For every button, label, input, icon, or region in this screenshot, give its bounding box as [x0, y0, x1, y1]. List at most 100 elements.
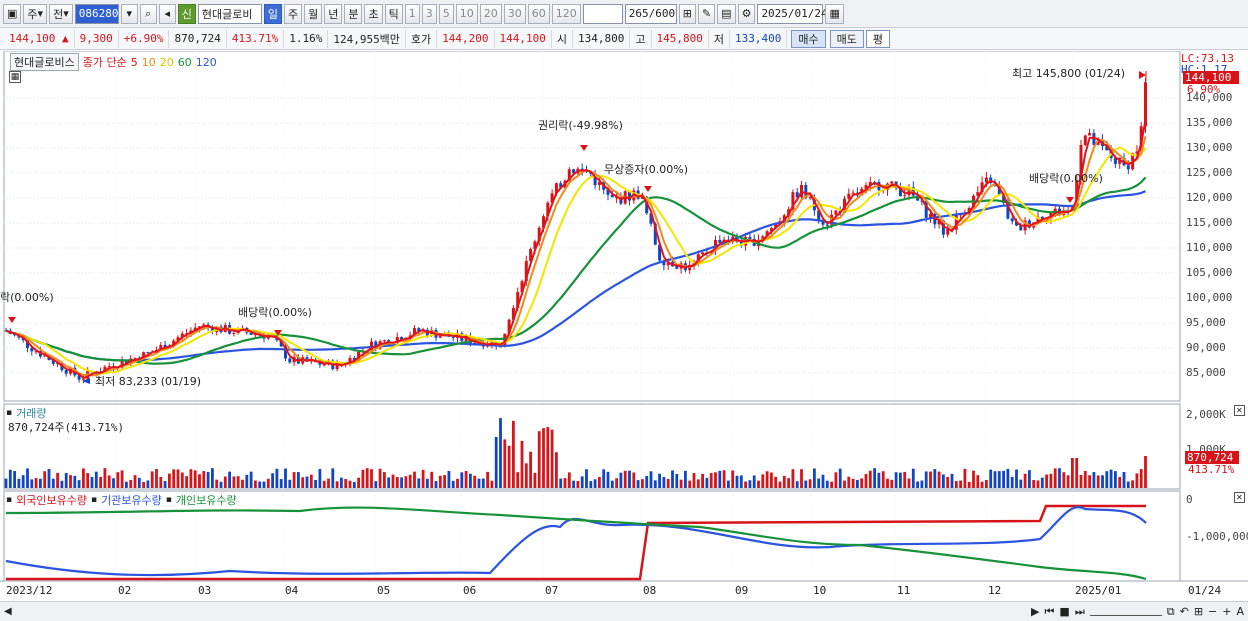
tab-tick[interactable]: 틱: [384, 3, 403, 24]
speaker-icon[interactable]: ◂: [158, 3, 176, 24]
zoom-in-icon[interactable]: +: [1222, 605, 1232, 618]
volume-bar: [714, 472, 717, 488]
volume-bar: [331, 468, 335, 488]
volume-bar: [357, 477, 360, 488]
stock-title[interactable]: 현대글로비스: [10, 53, 79, 71]
holding-close-icon[interactable]: ✕: [1234, 492, 1245, 503]
volume-value: 870,724: [169, 29, 227, 48]
bottom-bar: ◀ ▶ ⏮ ■ ⏭ ⧉ ↶ ⊞ − + A: [0, 601, 1248, 621]
stock-name-field[interactable]: 현대글로비: [197, 3, 262, 24]
current-price-tag: 144,100: [1183, 71, 1239, 84]
tab-minute[interactable]: 분: [344, 3, 363, 24]
candle-body: [567, 169, 571, 181]
compare-icon[interactable]: ⊞: [1193, 605, 1204, 618]
period-prefix-select[interactable]: 전 ▾: [49, 3, 73, 24]
volume-bar: [486, 471, 489, 488]
time-axis-label: 02: [118, 584, 132, 597]
tab-week[interactable]: 주: [283, 3, 303, 24]
candle-body: [1083, 135, 1087, 146]
volume-bar: [520, 440, 524, 488]
code-dropdown-icon[interactable]: ▾: [120, 3, 138, 24]
stock-code-input[interactable]: 086280: [74, 3, 119, 24]
volume-bar: [69, 475, 72, 488]
ma60-label: 60: [177, 55, 192, 69]
interval-10[interactable]: 10: [455, 3, 478, 24]
tab-month[interactable]: 월: [304, 3, 323, 24]
volume-bar: [352, 481, 356, 488]
time-axis-label: 11: [897, 584, 911, 597]
market-select[interactable]: 주 ▾: [23, 3, 48, 24]
calendar-icon[interactable]: ▦: [825, 3, 844, 24]
volume-bar: [933, 469, 937, 488]
volume-close-icon[interactable]: ✕: [1234, 405, 1245, 416]
volume-bar: [129, 479, 133, 488]
eval-button[interactable]: 평: [865, 29, 890, 48]
volume-bar: [21, 475, 25, 488]
zoom-slider[interactable]: [1089, 608, 1162, 616]
scroll-right-icon[interactable]: ▶: [1031, 605, 1040, 618]
interval-1[interactable]: 1: [404, 3, 420, 24]
layout-icon[interactable]: ▣: [3, 3, 22, 24]
forward-icon[interactable]: ⏭: [1074, 604, 1085, 618]
interval-20[interactable]: 20: [479, 3, 502, 24]
stop-icon[interactable]: ■: [1059, 605, 1070, 618]
tab-year[interactable]: 년: [324, 3, 343, 24]
volume-bar: [155, 468, 158, 488]
interval-3[interactable]: 3: [421, 3, 437, 24]
copy-icon[interactable]: ⧉: [1166, 604, 1175, 618]
candle-body: [77, 375, 81, 380]
dividend-marker-2: [1066, 197, 1074, 203]
rewind-icon[interactable]: ⏮: [1044, 604, 1055, 618]
tab-day[interactable]: 일: [263, 3, 282, 24]
interval-5[interactable]: 5: [438, 3, 454, 24]
date-field[interactable]: 2025/01/24: [757, 3, 828, 24]
volume-panel-icon: ▪: [6, 408, 13, 418]
volume-bar: [163, 481, 167, 488]
save-icon[interactable]: ▤: [717, 3, 736, 24]
volume-bar: [954, 481, 958, 488]
open-price: 134,800: [573, 29, 631, 48]
count-field[interactable]: 265/600: [624, 3, 677, 24]
new-badge[interactable]: 신: [177, 3, 196, 24]
candle-body: [81, 378, 85, 380]
candle-body: [898, 188, 902, 197]
interval-60[interactable]: 60: [527, 3, 550, 24]
volume-bar: [1058, 468, 1061, 488]
search-icon[interactable]: ⌕: [139, 3, 157, 24]
volume-bar: [1032, 479, 1036, 488]
undo-icon[interactable]: ↶: [1179, 605, 1189, 618]
zoom-out-icon[interactable]: −: [1208, 605, 1218, 618]
candle-body: [1006, 202, 1010, 219]
volume-bar: [120, 470, 124, 488]
max-marker: [1139, 71, 1146, 79]
sell-button[interactable]: 매도: [829, 29, 864, 48]
interval-custom-input[interactable]: [582, 3, 623, 24]
interval-120[interactable]: 120: [551, 3, 581, 24]
candle-body: [550, 193, 554, 203]
chart-canvas[interactable]: [0, 51, 1248, 601]
volume-bar: [864, 473, 868, 488]
gear-icon[interactable]: ⚙: [737, 3, 756, 24]
chart-area[interactable]: 현대글로비스 종가 단순 5 10 20 60 120 ▦ LC:73.13 H…: [0, 51, 1248, 601]
table-icon[interactable]: ▦: [9, 71, 21, 83]
font-icon[interactable]: A: [1236, 605, 1244, 618]
volume-bar: [335, 481, 339, 488]
turnover-rate: 1.16%: [284, 29, 329, 48]
volume-bar: [735, 475, 739, 488]
draw-icon[interactable]: ✎: [697, 3, 716, 24]
time-axis-label: 09: [735, 584, 749, 597]
split-icon[interactable]: ⊞: [678, 3, 696, 24]
volume-bar: [877, 472, 881, 488]
interval-30[interactable]: 30: [503, 3, 526, 24]
candle-body: [1092, 133, 1096, 145]
tab-second[interactable]: 초: [364, 3, 383, 24]
scroll-left-icon[interactable]: ◀: [4, 606, 12, 617]
volume-bar: [1066, 475, 1070, 488]
volume-bar: [641, 479, 644, 488]
candle-body: [580, 168, 584, 170]
volume-bar: [400, 477, 403, 488]
buy-button[interactable]: 매수: [791, 29, 826, 48]
volume-bar: [1101, 475, 1104, 488]
volume-bar: [223, 476, 227, 488]
candle-body: [1088, 133, 1092, 136]
